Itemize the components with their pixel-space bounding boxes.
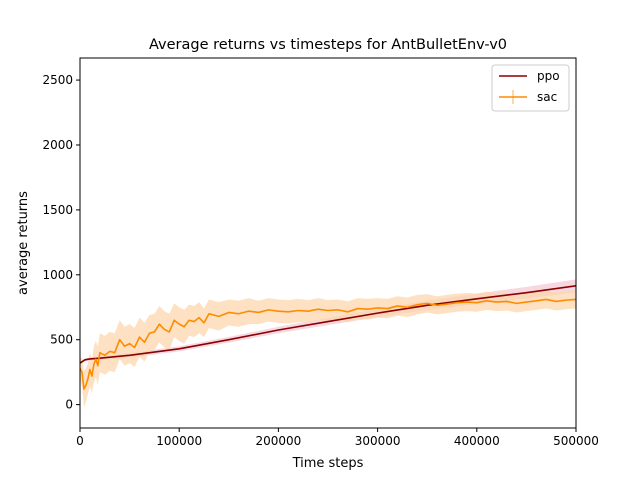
y-tick-label: 1500 (42, 203, 73, 217)
x-tick-label: 100000 (156, 434, 202, 448)
y-tick-label: 2500 (42, 73, 73, 87)
series-line-sac (80, 298, 576, 390)
chart-title: Average returns vs timesteps for AntBull… (149, 37, 507, 53)
band-sac (80, 290, 576, 408)
y-tick-label: 2000 (42, 138, 73, 152)
y-axis-label: average returns (16, 191, 31, 295)
y-tick-label: 500 (50, 333, 73, 347)
legend-label-sac: sac (537, 90, 557, 104)
legend: ppo sac (491, 64, 570, 112)
x-tick-label: 200000 (255, 434, 301, 448)
x-tick-label: 0 (76, 434, 84, 448)
y-tick-label: 0 (65, 398, 73, 412)
x-axis-label: Time steps (292, 456, 364, 471)
series-line-ppo (80, 285, 576, 364)
x-tick-label: 300000 (355, 434, 401, 448)
x-tick-label: 500000 (553, 434, 599, 448)
plot-frame (79, 57, 577, 429)
legend-label-ppo: ppo (537, 69, 560, 83)
x-tick-label: 400000 (454, 434, 500, 448)
y-tick-label: 1000 (42, 268, 73, 282)
